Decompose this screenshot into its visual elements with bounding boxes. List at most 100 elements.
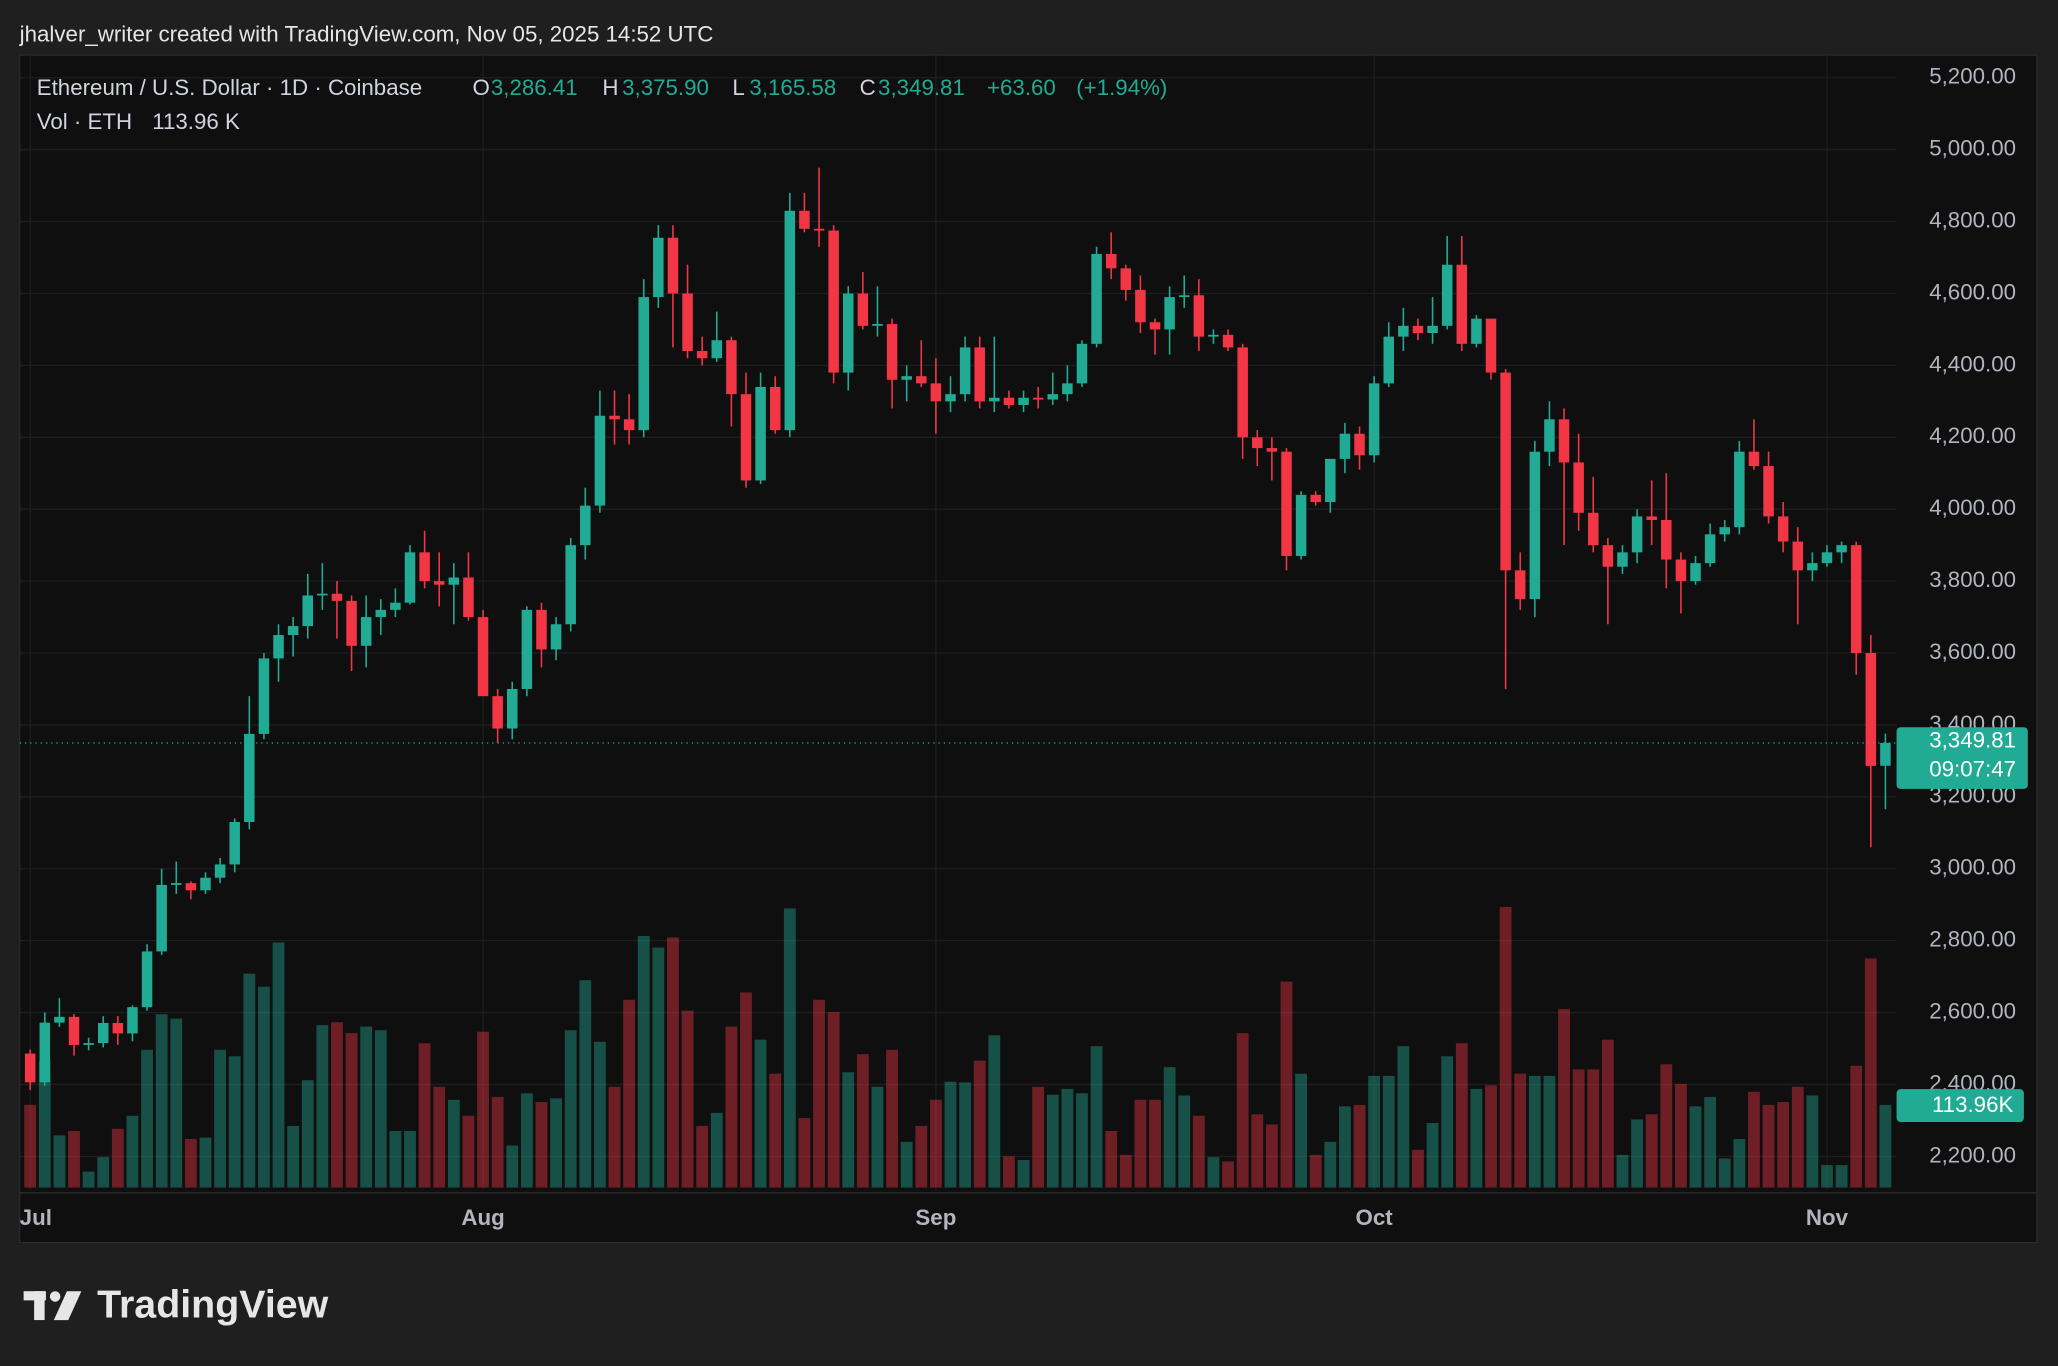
- grid: [19, 55, 1897, 1191]
- legend-value: 3,165.58: [749, 75, 836, 100]
- countdown: 09:07:47: [1929, 756, 2016, 781]
- candle-body: [857, 293, 869, 326]
- candle-body: [1062, 383, 1073, 395]
- volume-bar: [389, 1130, 402, 1188]
- volume-bar: [1119, 1154, 1132, 1188]
- candle-body: [1617, 552, 1628, 567]
- candle-body: [1398, 325, 1409, 337]
- candle-body: [696, 351, 708, 359]
- candle-body: [901, 376, 912, 380]
- candle-body: [872, 324, 883, 326]
- volume-bar: [345, 1033, 358, 1188]
- candle-body: [83, 1043, 94, 1045]
- volume-bar: [111, 1128, 124, 1188]
- candle-body: [54, 1016, 65, 1023]
- volume-bar: [740, 992, 752, 1188]
- volume-bar: [1631, 1119, 1643, 1188]
- volume-bar: [667, 937, 679, 1188]
- volume-bar: [1470, 1088, 1483, 1188]
- candle-body: [550, 624, 562, 650]
- y-tick-label: 4,600.00: [1929, 279, 2016, 304]
- candle-body: [1631, 516, 1643, 553]
- candle-body: [39, 1022, 51, 1083]
- candles: [19, 167, 1897, 1090]
- candle-body: [360, 617, 372, 646]
- candle-body: [1135, 289, 1146, 323]
- volume-bar: [944, 1081, 957, 1188]
- candle-body: [1193, 295, 1205, 337]
- volume-bar: [973, 1060, 986, 1188]
- y-tick-label: 4,800.00: [1929, 207, 2016, 232]
- candle-body: [185, 883, 197, 891]
- candle-body: [1047, 394, 1059, 400]
- candle-body: [419, 552, 430, 582]
- legend-key: H: [602, 75, 618, 100]
- logo-mark: [49, 1291, 61, 1302]
- volume-bar: [696, 1125, 709, 1188]
- volume-bar: [374, 1030, 387, 1188]
- candle-body: [638, 297, 649, 431]
- legend-value: 3,349.81: [878, 75, 965, 100]
- axes: 2,200.002,400.002,600.002,800.003,000.00…: [20, 64, 2028, 1230]
- candle-body: [769, 386, 781, 431]
- volume-bar: [550, 1098, 562, 1188]
- candle-body: [302, 595, 313, 627]
- volume-bar: [24, 1104, 37, 1188]
- volume-bar: [1850, 1065, 1863, 1188]
- volume-bar: [126, 1115, 139, 1188]
- legend-key: O: [473, 75, 490, 100]
- volume-bar: [959, 1082, 972, 1188]
- volume-bar: [1601, 1039, 1614, 1188]
- volume-bar: [929, 1099, 942, 1188]
- volume-bar: [1806, 1095, 1819, 1188]
- volume-bar: [1265, 1124, 1278, 1188]
- volume-bar: [462, 1115, 475, 1188]
- volume-bar: [1339, 1106, 1351, 1188]
- volume-bar: [1777, 1101, 1790, 1188]
- volume-bar: [1178, 1095, 1191, 1188]
- y-tick-label: 3,600.00: [1929, 639, 2016, 664]
- candle-body: [200, 877, 211, 891]
- x-tick-label: Oct: [1356, 1205, 1394, 1230]
- volume-bar: [1587, 1069, 1600, 1188]
- candle-body: [433, 581, 445, 585]
- y-tick-label: 2,800.00: [1929, 927, 2016, 952]
- candle-body: [1558, 419, 1570, 463]
- candle-body: [375, 609, 387, 618]
- volume-bar: [38, 1060, 51, 1188]
- candle-body: [1792, 541, 1804, 571]
- candle-body: [1427, 325, 1438, 334]
- candle-body: [214, 864, 226, 878]
- volume-bar: [68, 1130, 80, 1188]
- volume-bar: [871, 1086, 884, 1188]
- candle-body: [97, 1022, 109, 1044]
- volume-bar: [506, 1145, 519, 1188]
- candle-body: [156, 884, 167, 952]
- candle-body: [244, 733, 255, 823]
- candle-body: [68, 1016, 80, 1045]
- volume-bar: [184, 1138, 197, 1188]
- volume-pane: [24, 906, 1892, 1188]
- volume-legend-name: Vol · ETH: [37, 109, 132, 134]
- volume-bar: [433, 1086, 446, 1188]
- candle-body: [1748, 451, 1760, 467]
- candle-body: [1076, 343, 1088, 384]
- volume-bar: [783, 908, 796, 1188]
- candle-body: [1091, 253, 1102, 344]
- candle-body: [1602, 545, 1614, 567]
- volume-bar: [1076, 1093, 1088, 1188]
- candle-body: [1281, 451, 1292, 556]
- volume-bar: [1528, 1075, 1541, 1188]
- volume-bar: [798, 1117, 811, 1188]
- volume-bar: [287, 1125, 300, 1188]
- candle-body: [1777, 516, 1789, 542]
- candle-body: [799, 210, 810, 229]
- volume-bar: [1397, 1046, 1410, 1188]
- volume-bar: [1061, 1088, 1074, 1188]
- candle-body: [24, 1053, 36, 1083]
- volume-bar: [1149, 1099, 1161, 1188]
- volume-bar: [1543, 1075, 1556, 1188]
- volume-bar: [608, 1086, 621, 1188]
- volume-bar: [1426, 1123, 1439, 1188]
